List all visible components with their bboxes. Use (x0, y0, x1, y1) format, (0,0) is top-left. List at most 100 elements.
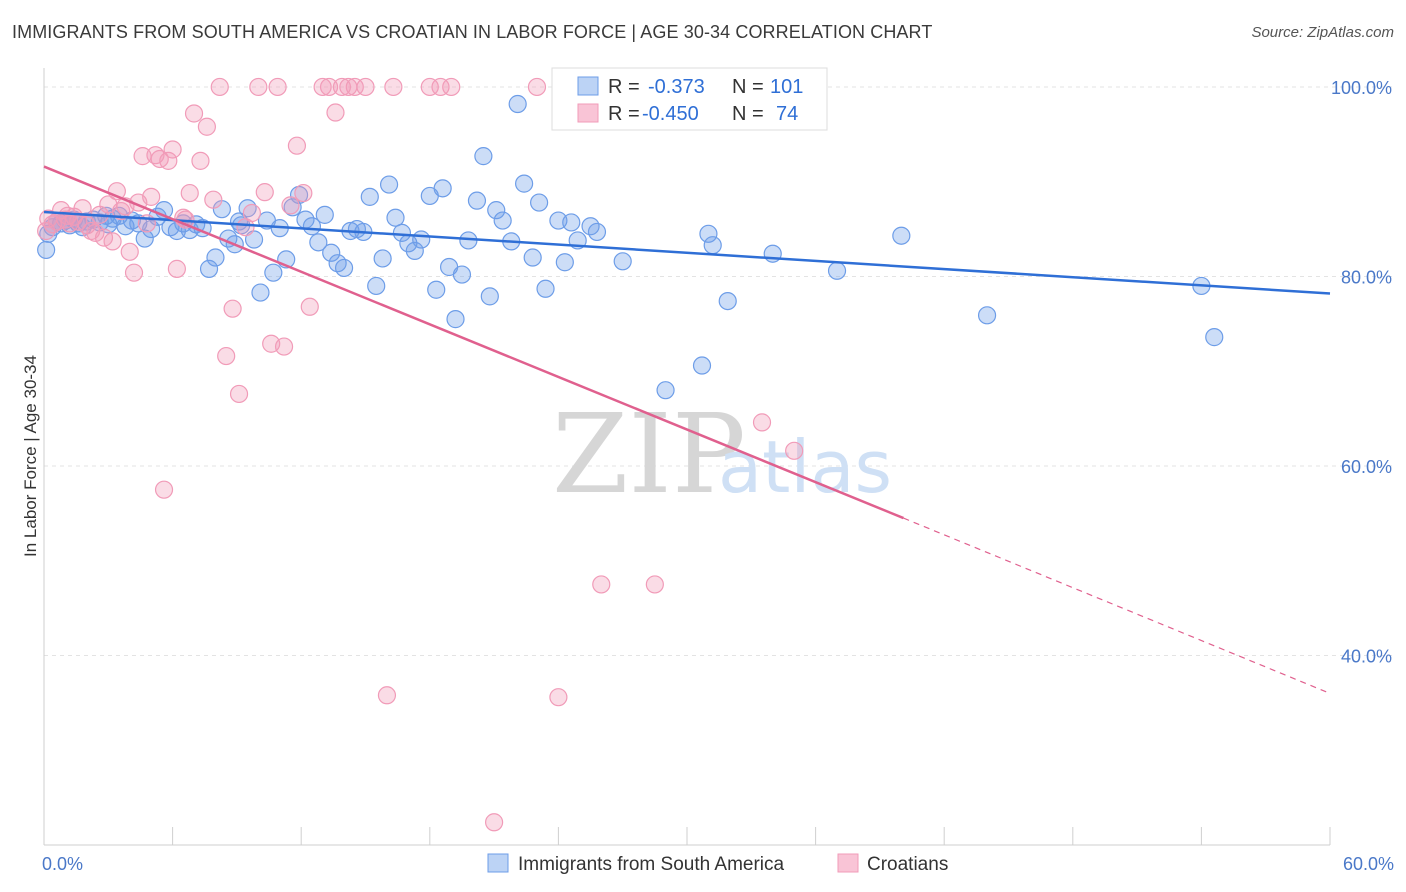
watermark-atlas: atlas (718, 425, 892, 509)
y-tick-labels: 40.0% 60.0% 80.0% 100.0% (1331, 78, 1392, 667)
trend-line-croatians-extension (903, 517, 1331, 694)
croatians-point-60 (384, 77, 403, 97)
immigrants-point-64 (433, 179, 452, 198)
legend-r-label-1: R = (608, 76, 640, 98)
croatians-point-58 (356, 77, 375, 97)
bottom-legend-swatch-immigrants (487, 853, 509, 873)
croatians-point-53 (319, 77, 339, 97)
immigrants-point-60 (405, 241, 424, 260)
croatians-point-34 (191, 151, 210, 170)
x-tick-label-1: 60.0% (1343, 854, 1394, 874)
croatians-point-43 (249, 77, 268, 97)
croatians-point-39 (223, 299, 242, 318)
immigrants-point-75 (508, 94, 527, 114)
croatians-point-44 (255, 183, 274, 202)
immigrants-point-98 (37, 240, 56, 260)
immigrants-point-58 (392, 223, 412, 242)
croatians-point-66 (549, 688, 568, 707)
immigrants-point-97 (1205, 328, 1224, 347)
immigrants-point-47 (322, 243, 341, 262)
croatians-point-38 (217, 346, 236, 366)
croatians-point-47 (274, 337, 294, 356)
legend-n-value-1: 101 (770, 76, 803, 98)
immigrants-point-91 (718, 292, 737, 311)
trend-lines (43, 165, 1331, 694)
y-axis-label: In Labor Force | Age 30-34 (21, 355, 40, 557)
croatians-point-27 (154, 480, 174, 499)
y-tick-label-0: 40.0% (1341, 646, 1392, 666)
croatians-point-29 (163, 140, 182, 159)
legend-r-label-2: R = (608, 103, 640, 125)
immigrants-point-86 (613, 252, 632, 271)
legend-r-value-2: -0.450 (642, 103, 699, 125)
immigrants-point-81 (555, 253, 574, 272)
immigrants-point-36 (251, 283, 270, 302)
immigrants-point-67 (452, 265, 472, 284)
immigrants-point-93 (827, 261, 847, 280)
watermark-zip: ZIP (552, 390, 746, 518)
croatians-point-70 (785, 441, 804, 460)
immigrants-point-72 (487, 201, 506, 220)
series-croatians-points (37, 77, 804, 832)
bottom-legend-label-immigrants: Immigrants from South America (518, 854, 785, 875)
y-tick-label-2: 80.0% (1341, 267, 1392, 287)
croatians-point-24 (142, 187, 161, 206)
immigrants-point-76 (515, 174, 534, 193)
croatians-point-19 (120, 242, 139, 261)
watermark: ZIP atlas (552, 390, 892, 518)
croatians-point-71 (37, 221, 56, 241)
croatians-point-52 (313, 77, 332, 97)
croatians-point-64 (485, 813, 504, 832)
immigrants-point-95 (977, 306, 997, 325)
chart-title: IMMIGRANTS FROM SOUTH AMERICA VS CROATIA… (12, 22, 933, 42)
series-immigrants-points (37, 94, 1224, 400)
croatians-point-69 (752, 413, 772, 432)
chart-source: Source: ZipAtlas.com (1251, 24, 1394, 41)
croatians-point-61 (420, 77, 439, 97)
immigrants-point-46 (315, 205, 334, 224)
immigrants-point-57 (386, 208, 405, 227)
croatians-point-42 (242, 203, 262, 223)
immigrants-point-45 (309, 233, 328, 252)
immigrants-point-82 (562, 213, 581, 232)
immigrants-point-77 (523, 248, 542, 267)
y-tick-label-1: 60.0% (1341, 457, 1392, 477)
croatians-point-28 (159, 151, 178, 170)
croatians-point-67 (592, 575, 611, 594)
immigrants-point-90 (703, 236, 722, 255)
immigrants-point-71 (480, 287, 499, 306)
immigrants-point-73 (493, 211, 512, 230)
immigrants-point-56 (379, 175, 399, 194)
immigrants-point-38 (264, 263, 283, 282)
immigrants-point-79 (536, 279, 555, 298)
y-tick-label-3: 100.0% (1331, 78, 1392, 98)
immigrants-point-35 (244, 230, 264, 249)
bottom-legend-label-croatians: Croatians (867, 854, 948, 875)
axes (43, 68, 1330, 846)
immigrants-point-49 (334, 258, 354, 278)
legend-swatch-croatians (577, 103, 599, 123)
legend-box: R = -0.373 N = 101 R = -0.450 N = 74 (551, 67, 828, 131)
trend-line-immigrants (43, 210, 1331, 295)
immigrants-point-88 (692, 356, 712, 375)
croatians-point-72 (58, 206, 77, 225)
immigrants-point-55 (373, 249, 392, 268)
croatians-point-49 (287, 136, 307, 155)
croatians-point-13 (94, 228, 114, 247)
croatians-point-33 (184, 104, 204, 123)
immigrants-point-53 (360, 187, 379, 206)
croatians-point-15 (103, 232, 122, 251)
immigrants-point-61 (412, 230, 431, 249)
croatians-point-63 (442, 77, 461, 97)
legend-n-label-1: N = (732, 76, 764, 98)
croatians-point-55 (332, 77, 352, 97)
immigrants-point-85 (587, 222, 607, 242)
croatians-point-36 (204, 190, 223, 209)
croatians-point-22 (133, 147, 152, 166)
immigrants-point-29 (206, 248, 225, 267)
croatians-point-57 (345, 77, 364, 97)
legend-r-value-1: -0.373 (648, 76, 705, 98)
croatians-point-37 (210, 77, 229, 97)
croatians-point-59 (377, 686, 397, 705)
croatians-point-65 (527, 77, 547, 97)
